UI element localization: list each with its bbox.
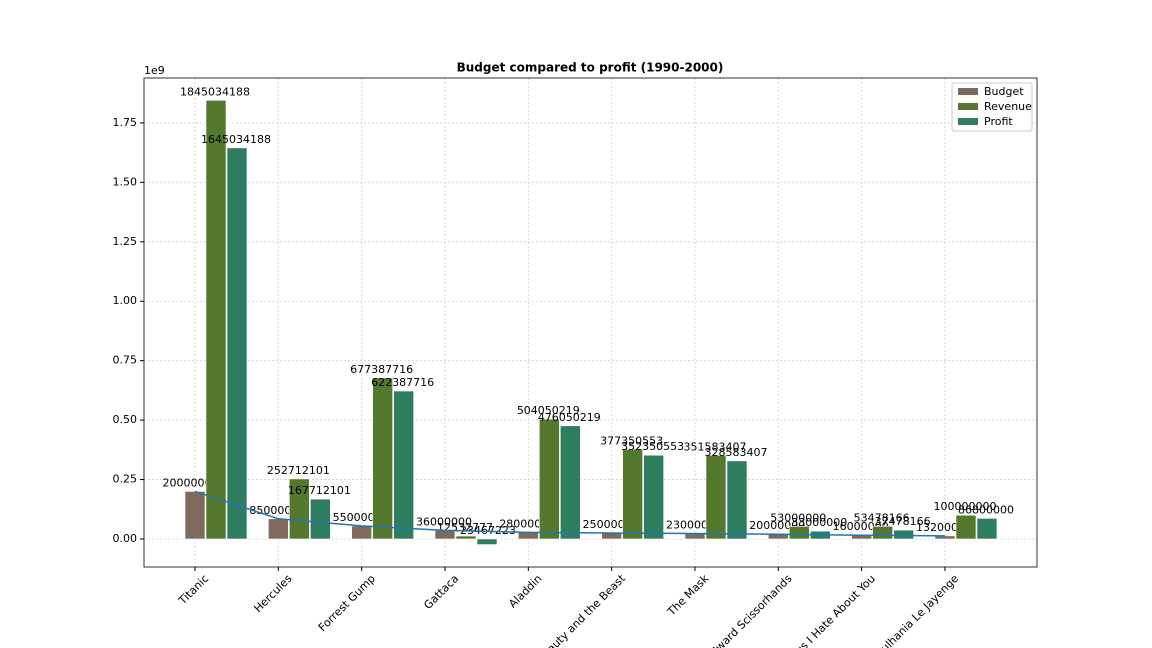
x-tick-label: Gattaca — [421, 572, 461, 612]
bar — [268, 518, 289, 540]
value-label: 476050219 — [538, 411, 601, 424]
bar — [372, 377, 393, 540]
value-label: 86800000 — [958, 503, 1014, 516]
bar — [455, 535, 477, 540]
chart-title: Budget compared to profit (1990-2000) — [457, 61, 724, 75]
value-label: 33000000 — [791, 516, 847, 529]
legend-swatch — [958, 118, 978, 125]
x-tick-label: Aladdin — [506, 572, 544, 610]
x-tick-label: Titanic — [175, 572, 211, 608]
y-tick-label: 1.00 — [113, 294, 138, 307]
bar — [310, 498, 331, 540]
bar — [205, 100, 227, 540]
bar — [539, 418, 560, 540]
y-tick-label: 0.75 — [113, 354, 138, 367]
value-label: 504050219 — [517, 404, 580, 417]
y-tick-label: 1.50 — [113, 175, 138, 188]
bar — [705, 455, 727, 540]
plot-frame — [143, 77, 1038, 568]
value-label: -23467223 — [456, 524, 516, 537]
value-label: 352350553 — [621, 440, 684, 453]
bar — [184, 491, 206, 540]
bar — [518, 532, 539, 540]
bar — [226, 147, 248, 540]
bar — [684, 533, 706, 540]
value-label: 37478166 — [875, 515, 931, 528]
bar — [560, 425, 581, 540]
bar — [393, 390, 414, 540]
legend-swatch — [958, 103, 978, 110]
value-label: 1645034188 — [201, 133, 271, 146]
bar — [476, 538, 498, 545]
value-label: 1845034188 — [180, 85, 250, 98]
legend-swatch — [958, 88, 978, 95]
x-tick-label: Beauty and the Beast — [534, 572, 628, 648]
x-tick-label: Hercules — [252, 572, 295, 615]
value-label: 622387716 — [371, 376, 434, 389]
bar — [351, 525, 372, 540]
value-label: 167712101 — [288, 484, 351, 497]
bar — [872, 525, 893, 540]
value-label: 53478166 — [854, 511, 910, 524]
legend-label: Profit — [984, 115, 1013, 128]
bar — [601, 532, 622, 540]
value-label: 377350553 — [600, 434, 663, 447]
value-label: 677387716 — [350, 363, 413, 376]
y-tick-label: 1.75 — [113, 116, 138, 129]
bar — [789, 526, 810, 540]
value-label: 36000000 — [416, 515, 472, 528]
trend-line — [194, 490, 945, 537]
value-label: 100000000 — [933, 500, 996, 513]
bar — [643, 454, 664, 540]
value-label: 328583407 — [704, 446, 767, 459]
bar — [622, 448, 643, 540]
bar — [976, 518, 998, 540]
y-offset-label: 1e9 — [144, 64, 165, 77]
y-tick-label: 1.25 — [113, 235, 138, 248]
bar — [955, 514, 977, 540]
y-tick-label: 0.25 — [113, 473, 138, 486]
x-tick-label: The Mask — [664, 572, 711, 619]
bar — [289, 478, 310, 540]
value-label: 351583407 — [683, 440, 746, 453]
x-tick-label: Edward Scissorhands — [703, 572, 795, 648]
bar — [726, 460, 748, 540]
value-label: 53000000 — [770, 511, 826, 524]
x-tick-label: Forrest Gump — [316, 572, 378, 634]
bar — [893, 529, 914, 540]
y-tick-label: 0.50 — [113, 413, 138, 426]
y-tick-label: 0.00 — [113, 532, 138, 545]
legend-label: Budget — [984, 85, 1024, 98]
legend-label: Revenue — [984, 100, 1032, 113]
value-label: 252712101 — [267, 464, 330, 477]
